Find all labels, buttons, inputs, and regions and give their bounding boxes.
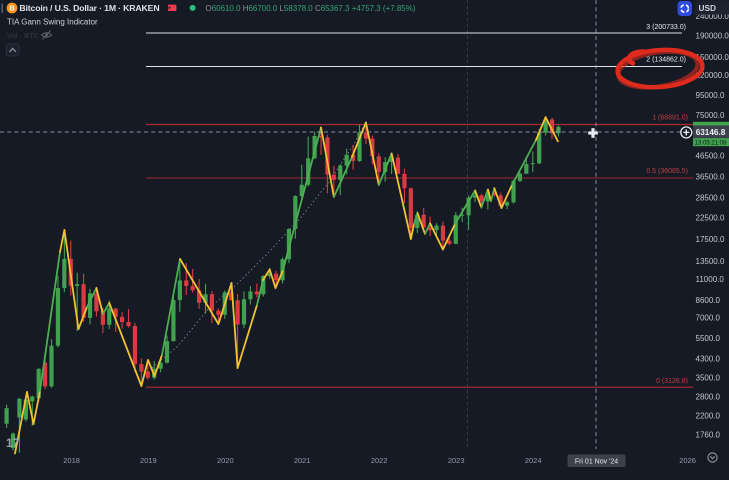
svg-text:0 (3126.8): 0 (3126.8) (656, 378, 688, 385)
svg-text:2026: 2026 (679, 456, 696, 465)
svg-text:190000.0: 190000.0 (696, 31, 729, 40)
svg-text:2020: 2020 (217, 456, 234, 465)
svg-text:2021: 2021 (294, 456, 311, 465)
svg-text:46500.0: 46500.0 (696, 152, 725, 161)
svg-text:28500.0: 28500.0 (696, 193, 725, 202)
svg-text:17500.0: 17500.0 (696, 235, 725, 244)
svg-text:36500.0: 36500.0 (696, 172, 725, 181)
svg-text:2024: 2024 (525, 456, 542, 465)
svg-text:2200.0: 2200.0 (696, 411, 721, 420)
svg-text:13:05:21:08: 13:05:21:08 (695, 140, 727, 146)
svg-text:17: 17 (6, 436, 20, 450)
svg-text:75000.0: 75000.0 (696, 111, 725, 120)
svg-text:5500.0: 5500.0 (696, 334, 721, 343)
svg-text:4300.0: 4300.0 (696, 354, 721, 363)
svg-text:22500.0: 22500.0 (696, 214, 725, 223)
svg-text:Bitcoin / U.S. Dollar · 1M · K: Bitcoin / U.S. Dollar · 1M · KRAKEN (19, 3, 159, 13)
svg-text:8600.0: 8600.0 (696, 296, 721, 305)
svg-text:11000.0: 11000.0 (696, 275, 725, 284)
svg-text:TIA Gann Swing Indicator: TIA Gann Swing Indicator (7, 17, 98, 26)
svg-text:Fri 01 Nov '24: Fri 01 Nov '24 (575, 458, 618, 465)
svg-text:O60610.0 H66700.0 L58378.0 C65: O60610.0 H66700.0 L58378.0 C65367.3 +475… (206, 3, 416, 13)
svg-text:USD: USD (699, 3, 717, 13)
svg-text:B: B (9, 4, 15, 13)
svg-text:3 (200733.0): 3 (200733.0) (646, 24, 686, 31)
svg-text:1760.0: 1760.0 (696, 430, 721, 439)
svg-text:Vol · BTC: Vol · BTC (7, 31, 40, 40)
svg-text:3500.0: 3500.0 (696, 373, 721, 382)
svg-text:13500.0: 13500.0 (696, 257, 725, 266)
svg-text:2023: 2023 (448, 456, 465, 465)
svg-text:7000.0: 7000.0 (696, 313, 721, 322)
svg-text:2800.0: 2800.0 (696, 392, 721, 401)
svg-text:95000.0: 95000.0 (696, 91, 725, 100)
svg-text:0.5 (36065.5): 0.5 (36065.5) (646, 168, 688, 175)
svg-text:2019: 2019 (140, 456, 157, 465)
svg-text:63146.8: 63146.8 (696, 128, 726, 137)
svg-text:2022: 2022 (371, 456, 388, 465)
svg-text:2018: 2018 (63, 456, 80, 465)
svg-text:1 (68891.0): 1 (68891.0) (652, 115, 688, 122)
svg-text:2 (134862.0): 2 (134862.0) (646, 57, 686, 64)
